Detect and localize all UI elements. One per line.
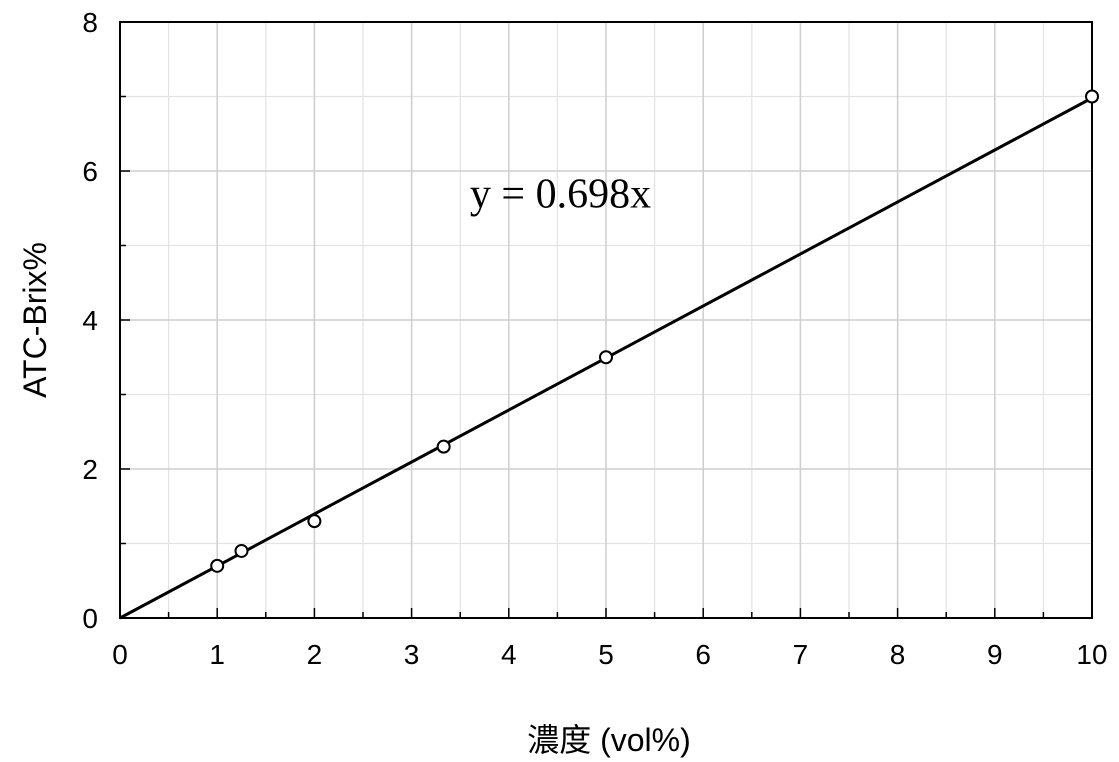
x-tick-label: 10 — [1076, 639, 1107, 670]
data-point — [599, 350, 613, 365]
y-tick-labels: 0 2 4 6 8 — [82, 7, 98, 634]
data-points — [210, 89, 1099, 573]
data-point — [234, 543, 249, 558]
x-tick-label: 3 — [404, 639, 420, 670]
x-tick-label: 6 — [695, 639, 711, 670]
x-tick-label: 8 — [890, 639, 906, 670]
y-axis-title: ATC-Brix% — [17, 242, 53, 398]
x-tick-label: 4 — [501, 639, 517, 670]
major-grid — [120, 22, 1092, 618]
data-point — [210, 558, 225, 573]
x-tick-label: 0 — [112, 639, 128, 670]
x-axis-title: 濃度 (vol%) — [527, 722, 691, 758]
y-tick-label: 2 — [82, 454, 98, 485]
data-point — [1085, 89, 1099, 104]
data-point — [307, 514, 322, 529]
x-tick-label: 2 — [307, 639, 323, 670]
x-tick-label: 5 — [598, 639, 614, 670]
x-tick-label: 7 — [793, 639, 809, 670]
y-tick-label: 6 — [82, 156, 98, 187]
data-point — [436, 439, 451, 454]
y-tick-label: 8 — [82, 7, 98, 38]
x-tick-label: 9 — [987, 639, 1003, 670]
tick-marks — [119, 21, 1093, 619]
x-tick-label: 1 — [209, 639, 225, 670]
y-tick-label: 0 — [82, 603, 98, 634]
x-tick-labels: 0 1 2 3 4 5 6 7 8 9 10 — [112, 639, 1107, 670]
trendline-equation: y = 0.698x — [470, 171, 651, 217]
y-tick-label: 4 — [82, 305, 98, 336]
